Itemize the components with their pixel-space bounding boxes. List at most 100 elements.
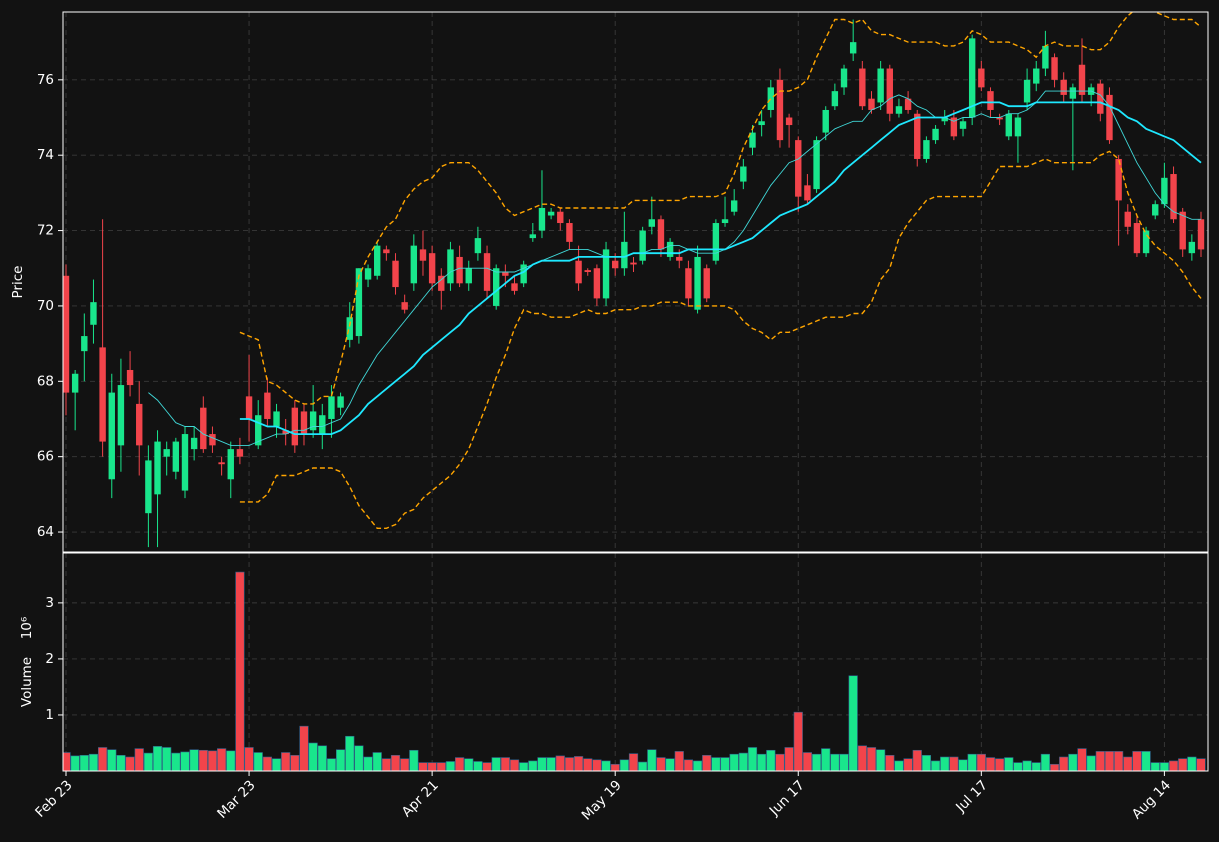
volume-bar xyxy=(381,758,391,771)
candle-body xyxy=(447,249,454,284)
candle-body xyxy=(364,268,372,280)
candle-body xyxy=(1115,158,1122,201)
candle-body xyxy=(145,460,152,514)
volume-bar xyxy=(519,762,529,771)
candle-body xyxy=(1042,45,1049,69)
volume-bar xyxy=(1104,751,1115,771)
y-tick-label: 74 xyxy=(37,147,54,163)
volume-bar xyxy=(930,760,941,771)
candle-body xyxy=(813,140,820,190)
volume-bar xyxy=(125,756,135,771)
candle-body xyxy=(529,234,537,239)
volume-bar xyxy=(464,758,474,771)
candle-body xyxy=(566,223,573,242)
volume-bar xyxy=(317,745,327,771)
volume-bar xyxy=(537,757,547,771)
volume-bar xyxy=(1132,751,1142,771)
volume-bar xyxy=(1013,762,1023,771)
candle-body xyxy=(785,117,793,126)
volume-bar xyxy=(1159,762,1169,771)
candle-body xyxy=(71,373,79,393)
candle-body xyxy=(877,68,884,103)
volume-bar xyxy=(116,755,126,771)
volume-bar xyxy=(738,752,748,771)
candle-body xyxy=(822,109,829,133)
price-plot xyxy=(63,12,1205,548)
volume-bar xyxy=(583,758,593,771)
candle-body xyxy=(511,283,518,291)
candle-body xyxy=(657,219,665,250)
volume-bar xyxy=(281,752,291,771)
volume-bar xyxy=(747,747,758,771)
volume-bar xyxy=(491,757,501,771)
volume-bar xyxy=(1187,756,1197,771)
volume-bar xyxy=(335,749,346,771)
volume-bar xyxy=(1086,755,1096,771)
candle-body xyxy=(721,219,729,224)
y-tick-label: 76 xyxy=(37,72,54,88)
candle-body xyxy=(282,430,289,435)
y-tick-label: 3 xyxy=(45,595,54,611)
volume-bar xyxy=(134,748,144,771)
candle-body xyxy=(1179,211,1186,250)
volume-bar xyxy=(546,757,556,771)
candle-body xyxy=(584,270,591,273)
volume-bar xyxy=(564,757,575,771)
volume-bar xyxy=(1150,762,1160,771)
candle-body xyxy=(859,68,866,107)
volume-bar xyxy=(70,755,80,771)
y-tick-label: 64 xyxy=(37,524,54,540)
candle-body xyxy=(81,336,88,352)
candle-body xyxy=(1133,223,1141,254)
volume-bar xyxy=(500,757,510,771)
candle-body xyxy=(300,411,308,435)
volume-bar xyxy=(409,749,419,771)
candle-body xyxy=(1060,79,1067,95)
overlay-line xyxy=(239,101,1202,435)
candle-body xyxy=(502,272,509,276)
volume-bar xyxy=(638,761,648,771)
candle-body xyxy=(1188,241,1196,254)
candle-body xyxy=(895,106,903,114)
candle-body xyxy=(264,392,271,419)
volume-bar xyxy=(1114,751,1124,771)
candle-body xyxy=(575,260,582,284)
volume-bar xyxy=(656,757,666,771)
candle-body xyxy=(474,238,482,254)
volume-bar xyxy=(1049,763,1060,771)
volume-bar xyxy=(271,758,282,771)
candle-body xyxy=(163,449,170,457)
candle-body xyxy=(126,369,134,386)
candle-body xyxy=(557,211,564,224)
volume-bar xyxy=(692,760,703,771)
volume-axis-label: Volume xyxy=(19,657,35,707)
overlay-line xyxy=(239,12,1202,405)
volume-bar xyxy=(1004,757,1014,771)
volume-bar xyxy=(189,749,199,771)
candle-body xyxy=(1023,79,1031,103)
candle-body xyxy=(630,262,637,265)
volume-bar xyxy=(775,753,785,771)
y-tick-label: 68 xyxy=(37,373,54,389)
volume-bar xyxy=(482,762,492,771)
volume-bar xyxy=(555,755,565,771)
volume-bar xyxy=(976,753,986,771)
candle-body xyxy=(676,256,683,261)
candle-body xyxy=(712,223,720,261)
volume-bar xyxy=(1178,758,1188,771)
volume-bar xyxy=(647,749,657,771)
volume-bar xyxy=(830,753,840,771)
volume-bar xyxy=(967,753,977,771)
candle-body xyxy=(493,268,500,306)
candle-body xyxy=(1161,177,1168,205)
volume-bar xyxy=(702,755,712,771)
candle-body xyxy=(291,407,299,446)
y-tick-label: 72 xyxy=(37,223,54,239)
volume-bar xyxy=(766,749,776,771)
volume-bar xyxy=(592,759,602,771)
volume-bar xyxy=(610,763,620,771)
volume-bar xyxy=(79,755,89,771)
volume-bar xyxy=(711,757,721,771)
candle-body xyxy=(666,241,674,257)
